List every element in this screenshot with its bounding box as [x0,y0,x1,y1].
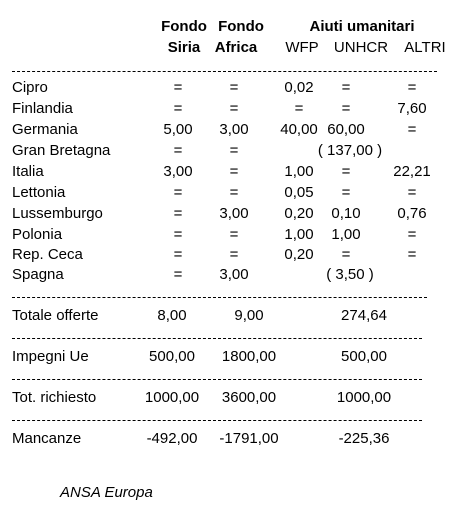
cell-africa: = [229,246,239,263]
cell-wfp: 0,05 [284,184,314,201]
cell-altri: = [407,184,417,201]
source-credit: ANSA Europa [60,484,153,501]
total-label: Tot. richiesto [12,389,97,406]
total-label: Impegni Ue [12,348,89,365]
header-aiuti-umanitari: Aiuti umanitari [309,18,415,35]
cell-africa: 3,00 [219,205,249,222]
cell-altri: 22,21 [393,163,431,180]
row-label: Italia [12,163,44,180]
cell-altri: = [407,226,417,243]
cell-wfp: 0,20 [284,246,314,263]
cell-siria: = [173,100,183,117]
cell-wfp: = [294,100,304,117]
row-label: Polonia [12,226,63,243]
cell-altri: 0,76 [397,205,427,222]
cell-unhcr: = [341,79,351,96]
cell-siria: = [173,184,183,201]
cell-wfp: 40,00 [280,121,318,138]
cell-unhcr: = [341,163,351,180]
row-label: Gran Bretagna [12,142,111,159]
cell-siria: = [173,226,183,243]
row-label: Lussemburgo [12,205,103,222]
cell-wfp: 1,00 [284,163,314,180]
row-label: Rep. Ceca [12,246,83,263]
cell-siria: 3,00 [163,163,193,180]
cell-siria: = [173,142,183,159]
row-label: Cipro [12,79,48,96]
cell-africa: 3,00 [219,121,249,138]
cell-siria: 5,00 [163,121,193,138]
total-cell-africa: 1800,00 [221,348,277,365]
total-cell-africa: -1791,00 [219,430,279,447]
cell-africa: = [229,163,239,180]
header-fondo-siria-line1: Fondo [161,18,207,35]
cell-siria: = [173,205,183,222]
total-cell-africa: 9,00 [234,307,264,324]
separator-4 [12,420,422,421]
row-label: Germania [12,121,78,138]
cell-wfp: 0,02 [284,79,314,96]
cell-wfp: 0,20 [284,205,314,222]
cell-siria: = [173,79,183,96]
total-cell-siria: 1000,00 [144,389,200,406]
row-label: Lettonia [12,184,66,201]
cell-altri: = [407,79,417,96]
total-cell-aiuti: 274,64 [341,307,387,324]
cell-wfp: 1,00 [284,226,314,243]
total-label: Mancanze [12,430,82,447]
total-cell-siria: -492,00 [146,430,198,447]
separator-1 [12,297,427,298]
row-label: Spagna [12,266,64,283]
cell-altri: = [407,121,417,138]
cell-africa: = [229,100,239,117]
cell-unhcr: = [341,246,351,263]
cell-altri: 7,60 [397,100,427,117]
total-cell-aiuti: -225,36 [338,430,390,447]
header-separator [12,71,437,72]
total-cell-aiuti: 1000,00 [336,389,392,406]
cell-unhcr: 60,00 [327,121,365,138]
cell-siria: = [173,266,183,283]
cell-aiuti-total: ( 3,50 ) [326,266,374,283]
header-fondo-africa-line2: Africa [214,39,258,56]
cell-africa: = [229,184,239,201]
cell-altri: = [407,246,417,263]
total-cell-siria: 500,00 [149,348,195,365]
cell-unhcr: 1,00 [331,226,361,243]
cell-siria: = [173,246,183,263]
header-fondo-africa-line1: Fondo [218,18,264,35]
cell-africa: 3,00 [219,266,249,283]
header-altri: ALTRI [404,39,446,56]
row-label: Finlandia [12,100,73,117]
cell-africa: = [229,142,239,159]
cell-africa: = [229,79,239,96]
separator-3 [12,379,422,380]
cell-aiuti-total: ( 137,00 ) [317,142,383,159]
total-cell-aiuti: 500,00 [341,348,387,365]
cell-unhcr: = [341,100,351,117]
cell-africa: = [229,226,239,243]
header-wfp: WFP [285,39,319,56]
separator-2 [12,338,422,339]
cell-unhcr: = [341,184,351,201]
header-fondo-siria-line2: Siria [167,39,201,56]
total-cell-africa: 3600,00 [221,389,277,406]
cell-unhcr: 0,10 [331,205,361,222]
total-label: Totale offerte [12,307,99,324]
header-unhcr: UNHCR [333,39,389,56]
total-cell-siria: 8,00 [157,307,187,324]
